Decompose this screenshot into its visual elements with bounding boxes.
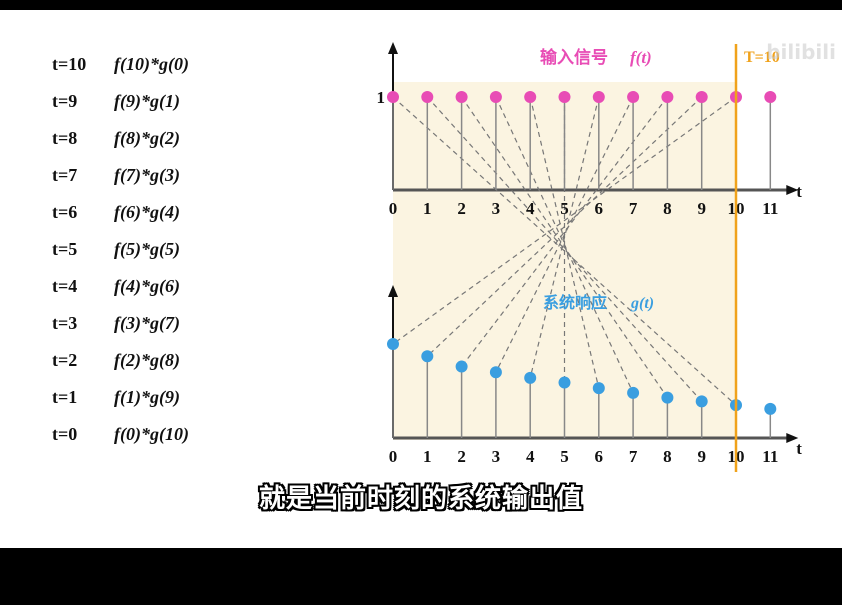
top-x-tick-label: 5 (560, 199, 569, 218)
term-product: f(9)*g(1) (114, 91, 180, 111)
convolution-pair-line (529, 96, 600, 389)
top-x-arrow (786, 185, 799, 195)
bottom-stem-marker (455, 360, 468, 373)
time-marker-label: T=10 (744, 49, 780, 66)
term-product: f(7)*g(3) (114, 165, 180, 185)
bottom-stem-marker (387, 338, 399, 350)
bottom-x-tick-label: 9 (697, 447, 706, 466)
term-product: f(4)*g(6) (114, 276, 180, 296)
term-time: t=4 (52, 276, 78, 296)
bottom-stem-marker (489, 366, 502, 379)
bottom-stem-marker (524, 371, 537, 384)
top-x-tick-label: 7 (629, 199, 638, 218)
video-subtitle: 就是当前时刻的系统输出值 (258, 484, 583, 514)
bottom-chart-title: 系统响应 (543, 293, 607, 312)
top-x-tick-label: 2 (457, 199, 466, 218)
term-time: t=6 (52, 202, 78, 222)
top-chart-title: 输入信号 (540, 47, 608, 67)
bottom-x-tick-label: 7 (629, 447, 638, 466)
term-time: t=1 (52, 387, 78, 407)
term-product: f(5)*g(5) (114, 239, 180, 259)
convolution-pair-line (392, 96, 737, 406)
top-stem-marker (592, 91, 605, 103)
term-time: t=0 (52, 424, 78, 444)
top-stem-marker (489, 91, 502, 103)
bottom-chart-title-func: g(t) (630, 295, 654, 312)
top-y-tick-label: 1 (377, 88, 386, 107)
bottom-x-tick-label: 2 (457, 447, 466, 466)
video-frame: t=10 f(10)*g(0) t=9 f(9)*g(1) t=8 f(8)*g(2) t=… (0, 10, 842, 548)
top-y-arrow (388, 42, 398, 54)
term-product: f(2)*g(8) (114, 350, 180, 370)
bottom-x-tick-label: 1 (423, 447, 432, 466)
term-product: f(6)*g(4) (114, 202, 180, 222)
top-x-tick-label: 0 (389, 199, 398, 218)
term-product: f(0)*g(10) (114, 424, 189, 444)
top-x-tick-label: 4 (526, 199, 535, 218)
bottom-x-arrow (786, 433, 799, 443)
top-stem-marker (764, 91, 777, 103)
bottom-x-tick-label: 6 (595, 447, 604, 466)
convolution-pair-line (495, 96, 634, 373)
term-product: f(8)*g(2) (114, 128, 180, 148)
top-stem-marker (627, 91, 640, 103)
top-stem-marker (421, 91, 434, 103)
bottom-stem-marker (627, 386, 640, 399)
term-time: t=9 (52, 91, 78, 111)
bottom-axis-label: t (796, 439, 802, 458)
term-time: t=8 (52, 128, 78, 148)
top-stem-marker (661, 91, 674, 103)
top-axis-label: t (796, 182, 802, 201)
bottom-stem-marker (592, 382, 605, 395)
top-x-tick-label: 6 (595, 199, 604, 218)
term-product: f(3)*g(7) (114, 313, 180, 333)
top-stem-marker (524, 91, 537, 103)
term-product: f(1)*g(9) (114, 387, 180, 407)
term-time: t=2 (52, 350, 78, 370)
bottom-stem-marker (695, 395, 708, 408)
convolution-pair-line (529, 96, 600, 378)
bottom-stem-marker (661, 391, 674, 404)
bottom-x-tick-label: 8 (663, 447, 672, 466)
bottom-stem-marker (558, 376, 571, 389)
bottom-x-tick-label: 3 (492, 447, 501, 466)
top-x-tick-label: 3 (492, 199, 501, 218)
bilibili-logo: bilibili (766, 40, 836, 64)
term-time: t=10 (52, 54, 87, 74)
top-x-tick-label: 11 (762, 199, 778, 218)
top-stem-marker (695, 91, 708, 103)
term-product: f(10)*g(0) (114, 54, 189, 74)
bottom-x-tick-label: 0 (389, 447, 398, 466)
convolution-pair-line (392, 96, 737, 345)
bottom-stem-marker (421, 350, 434, 363)
top-stem-marker (455, 91, 468, 103)
top-stem-marker (387, 91, 399, 103)
bottom-x-tick-label: 5 (560, 447, 569, 466)
top-x-tick-label: 8 (663, 199, 672, 218)
term-time: t=5 (52, 239, 78, 259)
term-time: t=3 (52, 313, 78, 333)
convolution-diagram: 01234567891011012345678910111tt输入信号f(t)系… (377, 42, 802, 472)
bottom-stem-marker (764, 402, 777, 415)
term-time: t=7 (52, 165, 78, 185)
bottom-x-tick-label: 11 (762, 447, 778, 466)
top-x-tick-label: 1 (423, 199, 432, 218)
top-chart-title-func: f(t) (630, 48, 652, 67)
bottom-x-tick-label: 4 (526, 447, 535, 466)
convolution-pair-line (461, 96, 668, 398)
top-x-tick-label: 9 (697, 199, 706, 218)
top-stem-marker (558, 91, 571, 103)
bottom-y-arrow (388, 285, 398, 297)
